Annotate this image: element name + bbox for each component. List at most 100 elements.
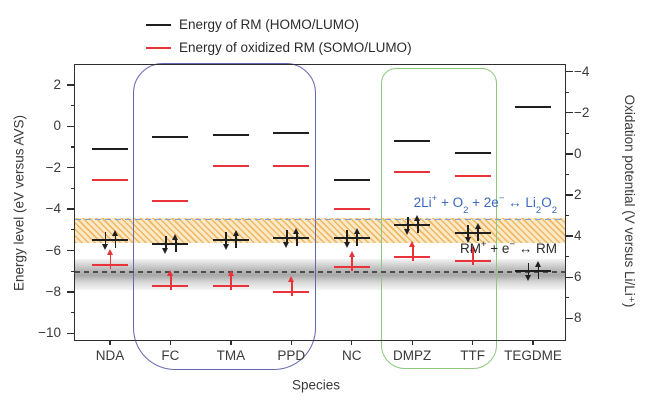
spin-up-arrow-ox-ttf-shaft <box>472 249 474 265</box>
spin-down-arrow-tegdme-shaft <box>527 263 530 277</box>
spin-up-arrow-ox-nc-head <box>348 251 355 258</box>
right-axis-major-tick <box>564 112 573 114</box>
spin-down-arrow-nc-head <box>343 242 350 249</box>
left-axis-major-tick <box>67 208 75 210</box>
right-axis-major-tick <box>564 235 573 237</box>
x-axis-tick <box>109 339 111 345</box>
right-axis-title: Oxidation potential (V versus Li/Li⁺) <box>622 94 637 308</box>
species-label-tma: TMA <box>216 348 246 363</box>
left-axis-tick-label: −2 <box>45 159 61 175</box>
left-axis-tick-label: −10 <box>38 325 61 341</box>
reference-line-li2o2 <box>75 218 565 221</box>
legend-label-oxidized-rm: Energy of oxidized RM (SOMO/LUMO) <box>179 40 412 55</box>
level-ttf-oxidized-lumo <box>454 175 491 178</box>
spin-down-arrow-nda-head <box>102 244 108 251</box>
annotation-li2o2-reaction: 2Li+ + O2 + 2e− ↔ Li2O2 <box>413 192 557 216</box>
left-axis-tick-label: 0 <box>53 118 61 134</box>
spin-up-arrow-ox-ppd-head <box>288 275 295 282</box>
band-gray-rm-redox-window <box>75 258 565 290</box>
right-axis-tick-label: 2 <box>574 187 582 202</box>
spin-up-arrow-ox-nda-head <box>107 249 113 255</box>
level-nc-oxidized-lumo <box>333 208 370 211</box>
level-fc-rm-homo <box>152 243 189 246</box>
right-axis-minor-tick <box>564 173 569 176</box>
species-label-ppd: PPD <box>277 348 306 363</box>
right-axis-tick-label: 8 <box>574 310 582 326</box>
x-axis-tick <box>411 339 413 345</box>
right-axis-minor-tick <box>564 256 569 258</box>
spin-down-arrow-ttf-shaft <box>467 224 469 239</box>
chart-legend: Energy of RM (HOMO/LUMO) Energy of oxidi… <box>146 13 412 59</box>
spin-up-arrow-nc-shaft <box>356 232 359 247</box>
level-ttf-rm-lumo <box>454 152 491 155</box>
x-axis-tick <box>351 339 353 345</box>
species-label-dmpz: DMPZ <box>393 348 432 363</box>
spin-up-arrow-ox-fc-head <box>167 269 174 276</box>
level-nda-rm-lumo <box>92 148 128 151</box>
spin-up-arrow-dmpz-shaft <box>416 219 419 233</box>
right-axis-major-tick <box>564 194 573 196</box>
spin-up-arrow-ox-dmpz-head <box>409 240 416 247</box>
level-nc-rm-lumo <box>333 179 370 182</box>
spin-down-arrow-dmpz-head <box>404 228 411 235</box>
spin-up-arrow-ttf-shaft <box>477 227 479 241</box>
reference-line-rm-redox <box>75 271 565 274</box>
left-axis-minor-tick <box>70 146 75 148</box>
right-axis-minor-tick <box>564 214 569 217</box>
x-axis-tick <box>290 339 292 345</box>
spin-down-arrow-fc-shaft <box>165 236 167 250</box>
left-axis-tick-label: −4 <box>45 201 61 217</box>
spin-up-arrow-ox-tma-shaft <box>230 274 233 290</box>
level-tegdme-rm-lumo <box>515 105 551 108</box>
spin-up-arrow-tma-shaft <box>235 234 238 249</box>
spin-down-arrow-nda-shaft <box>104 232 107 246</box>
left-axis-major-tick <box>67 291 75 293</box>
left-axis-minor-tick <box>70 270 75 272</box>
level-ttf-rm-homo <box>454 231 491 234</box>
level-dmpz-rm-lumo <box>394 139 431 142</box>
spin-down-arrow-fc-head <box>162 248 169 255</box>
spin-up-arrow-ox-fc-shaft <box>170 274 172 290</box>
spin-up-arrow-tegdme-head <box>535 261 541 268</box>
x-axis-tick <box>471 339 474 345</box>
spin-up-arrow-fc-shaft <box>175 238 177 253</box>
legend-black-line-icon <box>146 23 171 26</box>
spin-up-arrow-tma-head <box>232 230 239 237</box>
spin-up-arrow-ox-nda-shaft <box>109 253 112 269</box>
spin-up-arrow-ox-ppd-shaft <box>290 280 293 296</box>
spin-down-arrow-ppd-shaft <box>285 230 288 244</box>
spin-up-arrow-ox-nc-shaft <box>351 255 354 272</box>
spin-up-arrow-nda-shaft <box>114 234 117 249</box>
spin-down-arrow-tma-head <box>222 244 229 251</box>
x-axis-title: Species <box>291 377 341 393</box>
spin-up-arrow-ppd-shaft <box>295 232 298 247</box>
level-nc-rm-homo <box>333 237 370 240</box>
left-axis-minor-tick <box>70 105 75 107</box>
spin-up-arrow-dmpz-head <box>414 214 421 221</box>
legend-red-line-icon <box>146 46 171 49</box>
spin-up-arrow-ppd-head <box>293 228 300 235</box>
right-axis-tick-label: 0 <box>574 145 582 161</box>
species-label-nda: NDA <box>95 348 125 363</box>
spin-down-arrow-ppd-head <box>283 242 290 249</box>
highlight-group-blue <box>132 63 316 370</box>
highlight-group-green <box>380 68 497 369</box>
spin-down-arrow-tma-shaft <box>225 232 228 246</box>
level-fc-rm-lumo <box>152 135 189 138</box>
annotation-rm-redox-reaction: RM+ + e− ↔ RM <box>459 238 557 256</box>
species-label-nc: NC <box>341 348 362 363</box>
right-axis-major-tick <box>564 276 573 278</box>
level-tma-rm-lumo <box>212 133 249 136</box>
right-axis-minor-tick <box>564 132 569 134</box>
spin-down-arrow-tegdme-head <box>525 275 531 282</box>
legend-item-rm: Energy of RM (HOMO/LUMO) <box>146 13 412 36</box>
level-nda-rm-homo <box>92 239 128 242</box>
species-label-fc: FC <box>161 348 180 363</box>
spin-down-arrow-nc-shaft <box>346 230 349 244</box>
spin-up-arrow-ox-dmpz-shaft <box>411 245 414 261</box>
level-tma-rm-homo <box>212 239 249 242</box>
left-axis-tick-label: −8 <box>45 283 61 299</box>
left-axis-major-tick <box>67 167 75 169</box>
level-tma-oxidized-lumo <box>212 164 249 167</box>
level-dmpz-oxidized-lumo <box>394 170 431 173</box>
